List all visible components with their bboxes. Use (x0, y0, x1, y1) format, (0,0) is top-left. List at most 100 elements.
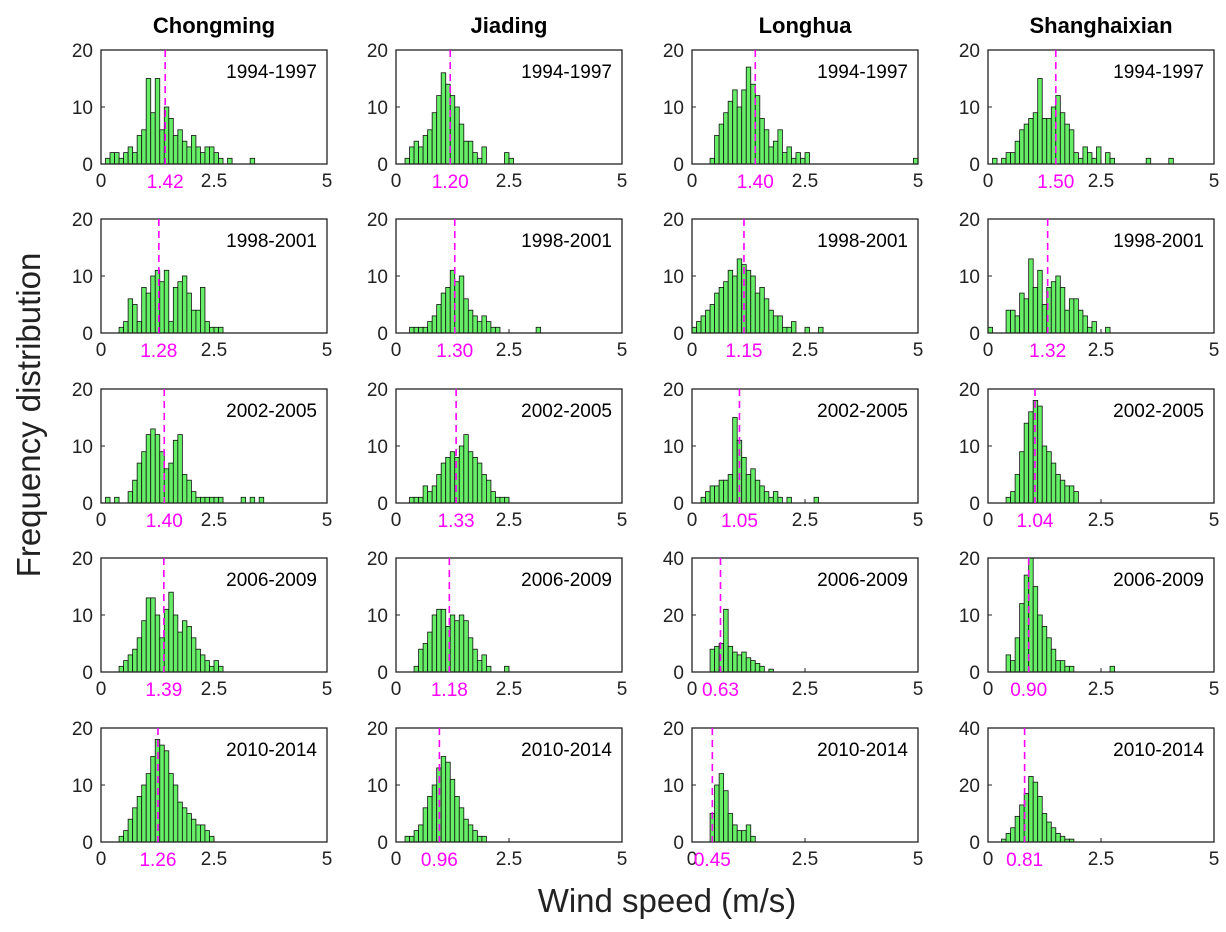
bar-shanghaixian-1998-2001-bin-22 (1087, 326, 1093, 334)
x-tick-label-chongming-2002-2005-2.5: 2.5 (201, 510, 227, 531)
bar-shanghaixian-2006-2009-bin-27 (1109, 665, 1115, 673)
bar-jiading-2002-2005-bin-18 (476, 462, 483, 504)
x-tick-label-shanghaixian-2002-2005-5: 5 (1209, 510, 1220, 531)
bar-longhua-1998-2001-bin-4 (709, 304, 716, 334)
bar-longhua-1998-2001-bin-7 (723, 281, 729, 334)
bar-chongming-2002-2005-bin-20 (190, 491, 197, 504)
bar-chongming-1994-1997-bin-8 (136, 135, 143, 165)
figure-y-label: Frequency distribution (10, 253, 47, 578)
bar-shanghaixian-1994-1997-bin-19 (1073, 152, 1079, 165)
bar-shanghaixian-2010-2014-bin-11 (1037, 796, 1043, 843)
panel-shanghaixian-2006-2009: 0 10 20 0 2.5 5 0.90 2006-2009 (959, 549, 1219, 701)
panel-longhua-2010-2014: 0 10 20 0 2.5 5 0.45 2010-2014 (663, 719, 923, 871)
bar-jiading-1998-2001-bin-17 (472, 315, 478, 334)
bar-jiading-2002-2005-bin-5 (418, 496, 424, 504)
bar-chongming-2006-2009-bin-22 (200, 654, 206, 673)
bar-shanghaixian-1994-1997-bin-23 (1091, 157, 1097, 165)
bar-longhua-1994-1997-bin-10 (736, 106, 743, 165)
bar-shanghaixian-2010-2014-bin-12 (1041, 813, 1048, 843)
bar-chongming-2006-2009-bin-14 (163, 608, 170, 673)
bar-longhua-1994-1997-bin-25 (804, 152, 810, 165)
y-tick-label-shanghaixian-1994-1997-10: 10 (959, 98, 980, 119)
bar-chongming-2006-2009-bin-17 (177, 631, 183, 673)
bar-chongming-2002-2005-bin-1 (105, 496, 111, 504)
bar-shanghaixian-1994-1997-bin-40 (1168, 157, 1174, 165)
bar-longhua-2002-2005-bin-17 (768, 496, 774, 504)
bar-chongming-1998-2001-bin-25 (213, 326, 219, 334)
x-tick-label-longhua-1998-2001-2.5: 2.5 (792, 340, 818, 361)
bar-shanghaixian-1994-1997-bin-9 (1028, 118, 1034, 165)
panel-chongming-2002-2005: 0 10 20 0 2.5 5 1.40 2002-2005 (72, 380, 332, 532)
x-tick-label-longhua-2002-2005-0: 0 (687, 510, 698, 531)
x-tick-label-jiading-2002-2005-2.5: 2.5 (496, 510, 522, 531)
bar-chongming-1998-2001-bin-21 (195, 309, 201, 334)
x-tick-label-longhua-2006-2009-5: 5 (913, 679, 924, 700)
bar-chongming-2006-2009-bin-19 (186, 626, 192, 673)
bar-shanghaixian-2002-2005-bin-12 (1041, 445, 1048, 504)
bar-chongming-1994-1997-bin-13 (159, 129, 165, 165)
x-tick-label-chongming-2006-2009-5: 5 (322, 679, 333, 700)
panel-chongming-1994-1997: 0 10 20 0 2.5 5 1.42 1994-1997 (72, 41, 332, 193)
bar-jiading-2002-2005-bin-22 (495, 496, 501, 504)
bar-jiading-1998-2001-bin-22 (495, 326, 501, 334)
bar-jiading-1994-1997-bin-3 (409, 146, 415, 165)
y-tick-label-longhua-2002-2005-20: 20 (663, 380, 684, 401)
bar-shanghaixian-1994-1997-bin-24 (1096, 146, 1102, 165)
panel-jiading-2006-2009: 0 10 20 0 2.5 5 1.18 2006-2009 (367, 549, 627, 701)
y-tick-label-jiading-1998-2001-0: 0 (377, 324, 388, 345)
x-tick-label-chongming-1998-2001-0: 0 (96, 340, 107, 361)
bar-chongming-2002-2005-bin-23 (204, 496, 210, 504)
bar-longhua-2002-2005-bin-15 (759, 485, 765, 504)
bar-jiading-2002-2005-bin-11 (445, 456, 451, 504)
bar-jiading-2010-2014-bin-15 (463, 818, 469, 843)
y-tick-label-chongming-1994-1997-0: 0 (82, 155, 93, 176)
bar-longhua-1998-2001-bin-22 (791, 321, 797, 334)
bar-chongming-1998-2001-bin-9 (141, 286, 147, 334)
bar-shanghaixian-2006-2009-bin-6 (1014, 637, 1021, 673)
bar-longhua-2002-2005-bin-13 (750, 468, 756, 504)
bar-shanghaixian-2006-2009-bin-10 (1032, 586, 1039, 673)
bar-jiading-1998-2001-bin-3 (409, 326, 415, 334)
bar-shanghaixian-2002-2005-bin-7 (1019, 451, 1025, 504)
bar-shanghaixian-2002-2005-bin-4 (1005, 496, 1012, 504)
bar-shanghaixian-1998-2001-bin-4 (1005, 309, 1012, 334)
y-tick-label-chongming-1994-1997-20: 20 (72, 41, 93, 62)
mean-label-chongming-2002-2005: 1.40 (146, 511, 183, 532)
mean-label-jiading-1994-1997: 1.20 (432, 172, 469, 193)
bar-chongming-1994-1997-bin-4 (118, 157, 125, 165)
mean-label-longhua-2010-2014: 0.45 (694, 850, 731, 871)
x-tick-label-chongming-1994-1997-5: 5 (322, 171, 333, 192)
bar-chongming-1998-2001-bin-11 (150, 275, 156, 334)
bar-shanghaixian-1994-1997-bin-21 (1082, 146, 1088, 165)
bar-jiading-1994-1997-bin-15 (463, 140, 469, 165)
bar-jiading-1998-2001-bin-18 (476, 321, 483, 334)
y-tick-label-jiading-2006-2009-0: 0 (377, 663, 388, 684)
x-tick-label-jiading-2002-2005-5: 5 (617, 510, 628, 531)
bar-longhua-2002-2005-bin-19 (777, 496, 783, 504)
x-tick-label-longhua-1998-2001-5: 5 (913, 340, 924, 361)
bar-chongming-2010-2014-bin-5 (123, 830, 129, 843)
bar-shanghaixian-1994-1997-bin-3 (1001, 157, 1007, 165)
bar-jiading-2006-2009-bin-15 (463, 620, 469, 673)
period-label-chongming-1994-1997: 1994-1997 (226, 62, 317, 83)
bar-chongming-2006-2009-bin-21 (195, 648, 201, 673)
x-tick-label-jiading-1994-1997-5: 5 (617, 171, 628, 192)
bar-jiading-2002-2005-bin-7 (427, 491, 433, 504)
bar-jiading-1998-2001-bin-11 (445, 286, 451, 334)
bar-shanghaixian-2006-2009-bin-18 (1068, 665, 1075, 673)
bar-shanghaixian-1998-2001-bin-11 (1037, 269, 1043, 334)
bar-chongming-1994-1997-bin-18 (181, 140, 188, 165)
y-tick-label-shanghaixian-2002-2005-10: 10 (959, 437, 980, 458)
bar-jiading-1994-1997-bin-2 (404, 157, 410, 165)
bar-shanghaixian-2002-2005-bin-9 (1028, 411, 1034, 504)
bar-jiading-1998-2001-bin-5 (418, 326, 424, 334)
bar-longhua-1994-1997-bin-14 (754, 95, 761, 165)
bar-chongming-2002-2005-bin-11 (150, 428, 156, 504)
x-tick-label-shanghaixian-2010-2014-0: 0 (983, 849, 994, 870)
bar-shanghaixian-1998-2001-bin-18 (1068, 298, 1075, 334)
bar-shanghaixian-1998-2001-bin-20 (1078, 309, 1084, 334)
bar-shanghaixian-2006-2009-bin-14 (1050, 648, 1057, 673)
mean-label-jiading-1998-2001: 1.30 (436, 341, 473, 362)
bar-shanghaixian-1994-1997-bin-20 (1078, 157, 1084, 165)
y-tick-label-shanghaixian-1998-2001-10: 10 (959, 267, 980, 288)
